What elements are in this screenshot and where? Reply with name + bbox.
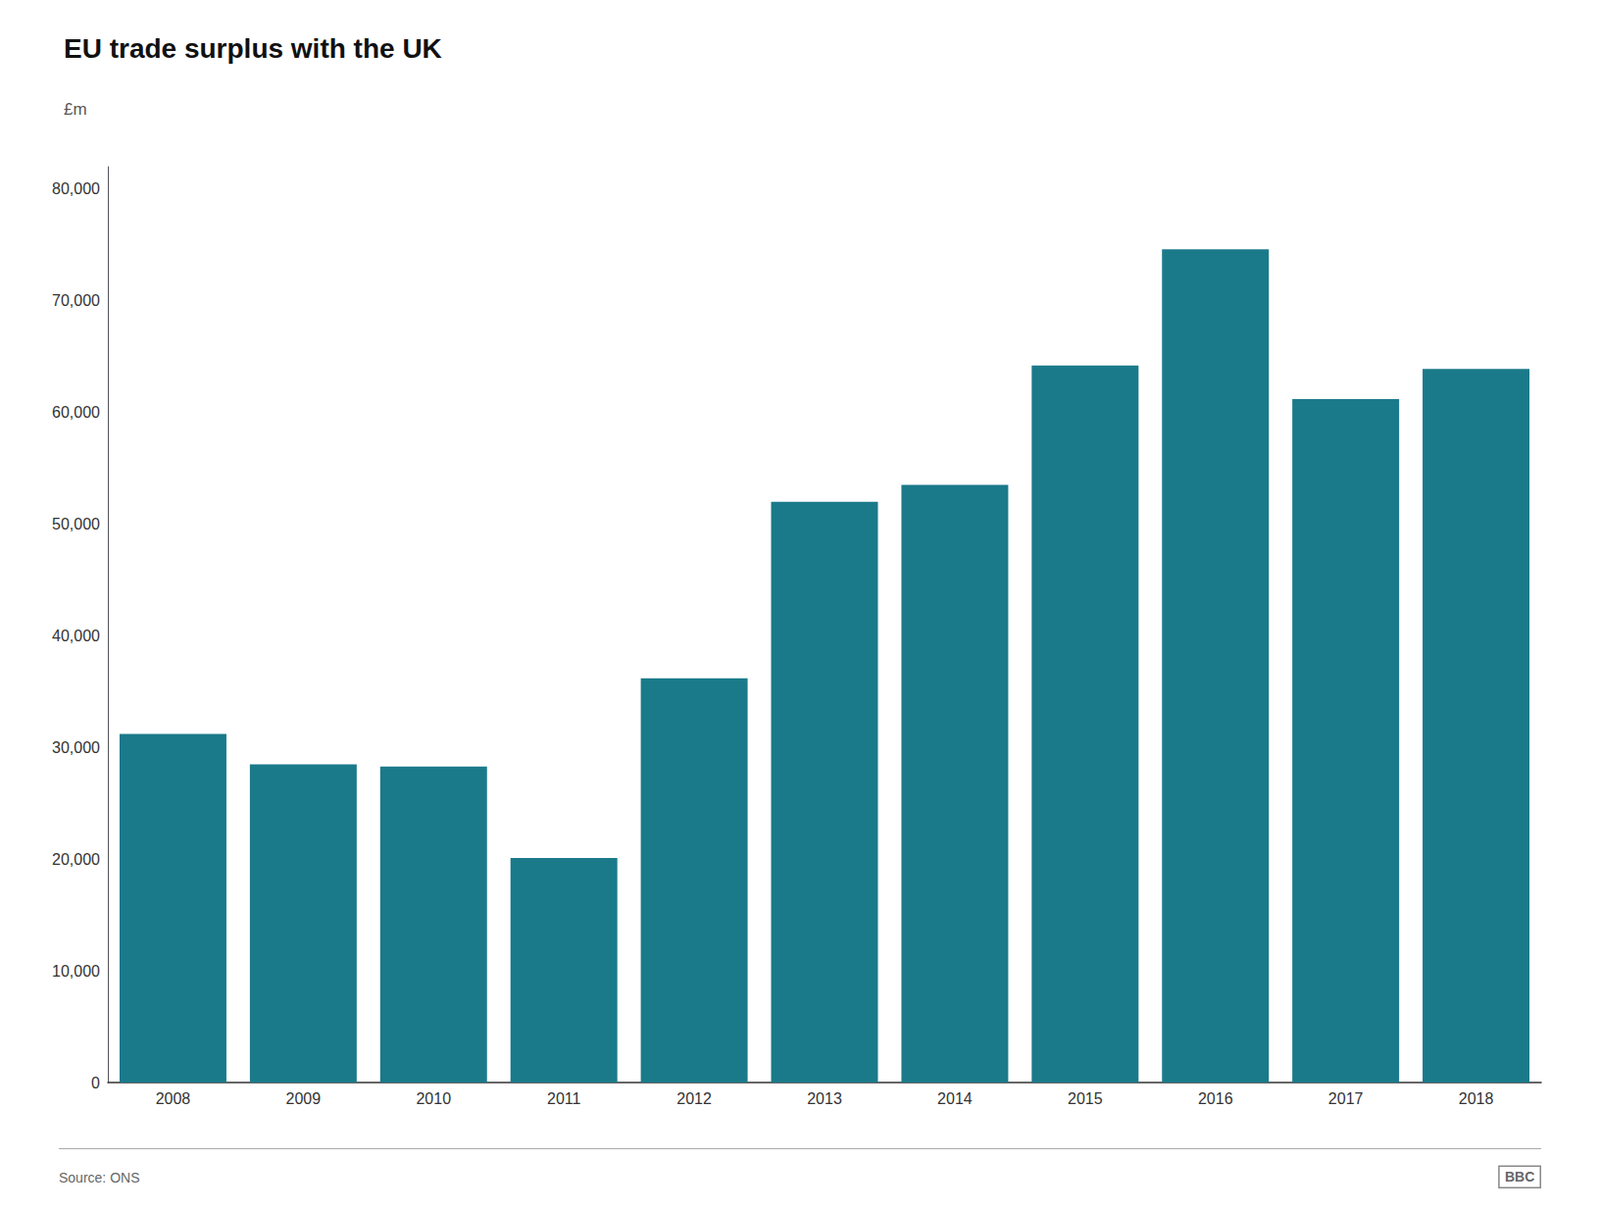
svg-text:2011: 2011 xyxy=(547,1090,582,1107)
svg-text:70,000: 70,000 xyxy=(51,292,100,309)
svg-text:0: 0 xyxy=(91,1074,100,1092)
svg-text:Source: ONS: Source: ONS xyxy=(58,1169,140,1186)
svg-text:2015: 2015 xyxy=(1067,1090,1103,1107)
svg-text:EU trade surplus with the UK: EU trade surplus with the UK xyxy=(63,33,443,64)
svg-text:50,000: 50,000 xyxy=(51,515,100,533)
svg-text:60,000: 60,000 xyxy=(51,403,100,421)
svg-text:2014: 2014 xyxy=(937,1090,973,1107)
svg-text:2013: 2013 xyxy=(806,1090,843,1107)
svg-text:2010: 2010 xyxy=(415,1090,451,1107)
svg-text:£m: £m xyxy=(63,100,88,119)
svg-text:40,000: 40,000 xyxy=(51,627,100,645)
svg-text:BBC: BBC xyxy=(1504,1168,1535,1185)
svg-text:2008: 2008 xyxy=(155,1090,192,1107)
svg-text:2016: 2016 xyxy=(1198,1090,1234,1107)
svg-text:2018: 2018 xyxy=(1458,1090,1495,1107)
svg-text:2012: 2012 xyxy=(676,1090,712,1107)
svg-text:20,000: 20,000 xyxy=(51,850,100,868)
svg-text:2017: 2017 xyxy=(1328,1090,1364,1107)
svg-text:10,000: 10,000 xyxy=(51,962,100,980)
svg-text:2009: 2009 xyxy=(286,1090,322,1107)
svg-text:80,000: 80,000 xyxy=(51,180,100,198)
svg-text:30,000: 30,000 xyxy=(51,739,100,756)
